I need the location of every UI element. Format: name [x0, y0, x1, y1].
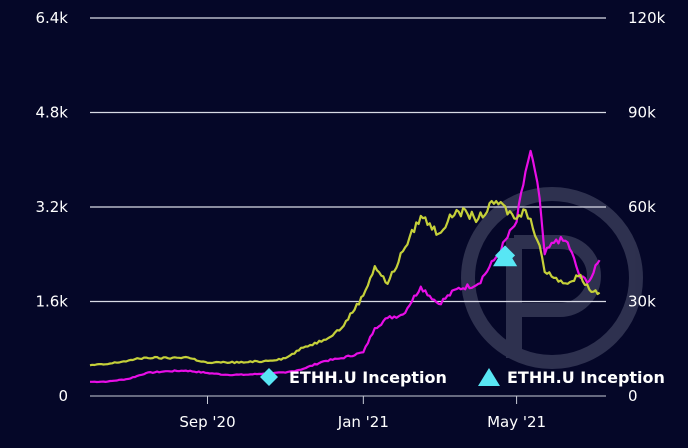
legend-item-2[interactable]: ETHH.U Inception [478, 368, 665, 387]
y-right-tick-label: 60k [628, 198, 656, 216]
data-markers [492, 245, 518, 267]
y-left-tick-label: 1.6k [35, 293, 68, 311]
series-line-1 [90, 149, 601, 384]
y-right-tick-label: 120k [628, 9, 666, 27]
x-tick-label: Jan '21 [337, 413, 389, 431]
series-line-2 [89, 199, 601, 367]
series-lines [89, 149, 601, 384]
axis-labels: 0 1.6k 3.2k 4.8k 6.4k 0 30k 60k 90k 120k Sep '20 Ja… [35, 9, 665, 431]
x-tick-label: May '21 [487, 413, 546, 431]
y-left-tick-label: 3.2k [35, 198, 68, 216]
x-tick-label: Sep '20 [179, 413, 235, 431]
y-right-tick-label: 30k [628, 293, 656, 311]
watermark-logo-icon [461, 187, 643, 369]
legend-diamond-icon [260, 368, 278, 386]
legend-item-1[interactable]: ETHH.U Inception [260, 368, 447, 387]
y-right-tick-label: 0 [628, 387, 638, 405]
legend[interactable]: ETHH.U Inception ETHH.U Inception [260, 368, 665, 387]
grid-lines [90, 17, 606, 404]
legend-label: ETHH.U Inception [289, 368, 447, 387]
inception-triangle-marker [492, 246, 518, 267]
y-left-tick-label: 4.8k [35, 104, 68, 122]
y-left-tick-label: 0 [58, 387, 68, 405]
legend-label: ETHH.U Inception [507, 368, 665, 387]
y-right-tick-label: 90k [628, 104, 656, 122]
y-left-tick-label: 6.4k [35, 9, 68, 27]
legend-triangle-icon [478, 368, 500, 386]
